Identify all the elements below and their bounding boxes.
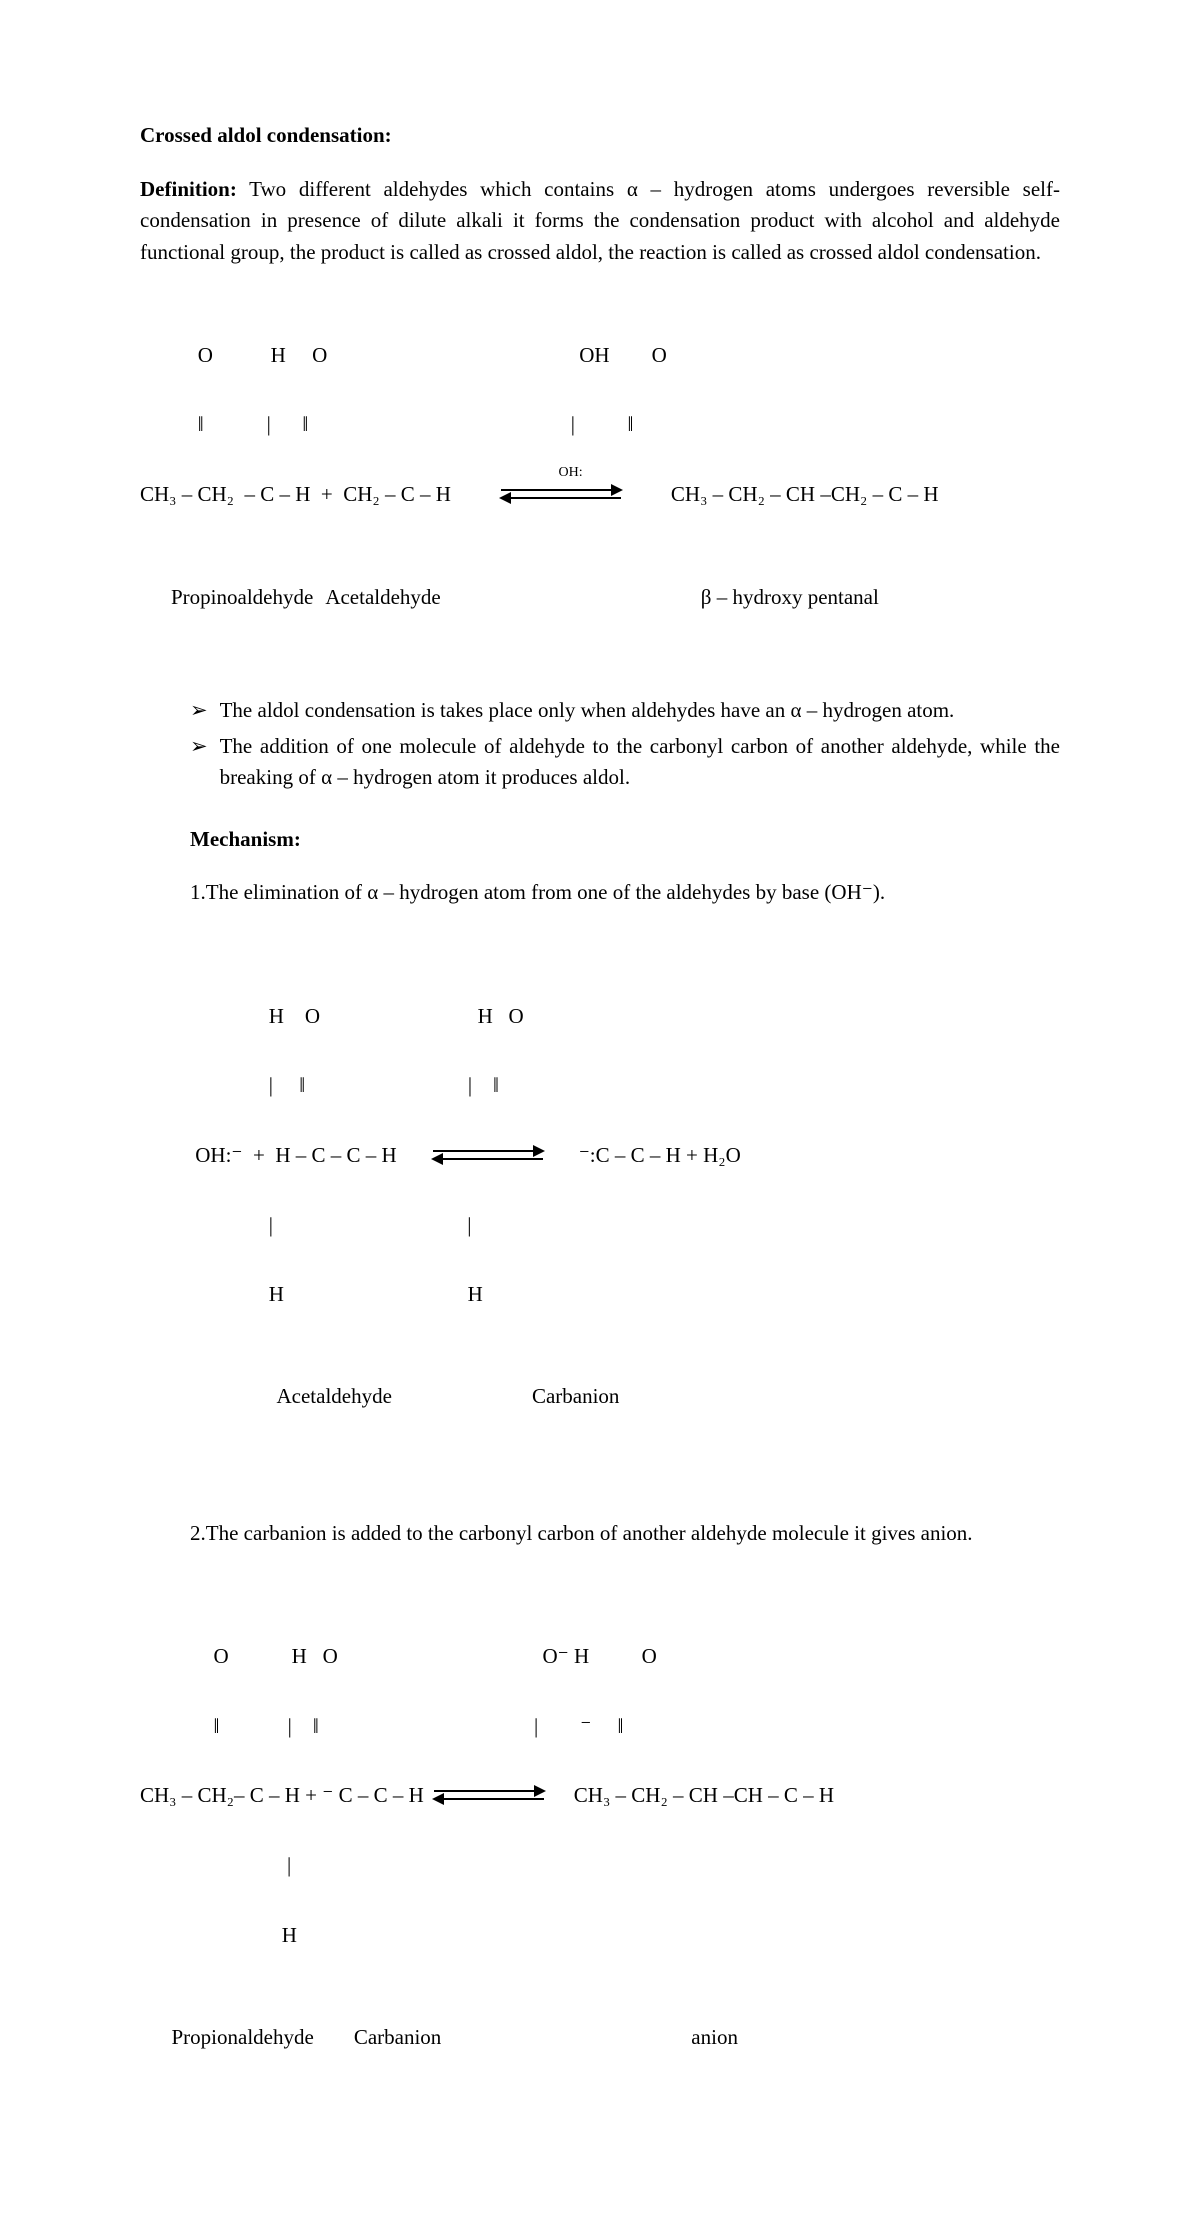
equilibrium-arrow-icon [433,1144,543,1168]
r1-labels: Propinoaldehyde Acetaldehyde β – hydroxy p… [140,563,1060,632]
r1-label1: Propinoaldehyde [171,585,313,609]
m1-eq: OH:⁻ + H – C – C – H ⁻:C – C – H + H₂O [190,1144,1060,1168]
m1-below: | | [190,1214,1060,1237]
r1-left: CH₃ – CH₂ – C – H + CH₂ – C – H [140,483,451,506]
list-item: ➢ The addition of one molecule of aldehy… [190,731,1060,794]
r1-bonds: ǁ | ǁ | ǁ [140,413,1060,436]
definition-para: Definition: Two different aldehydes whic… [140,174,1060,269]
equilibrium-arrow-icon: OH: [501,483,621,507]
r1-right: CH₃ – CH₂ – CH –CH₂ – C – H [671,483,939,506]
list-item: ➢ The aldol condensation is takes place … [190,695,1060,727]
bullet-text: The addition of one molecule of aldehyde… [220,731,1060,794]
m1-label2: Carbanion [532,1384,619,1408]
mechanism-1: H O H O | ǁ | ǁ OH:⁻ + H – C – C – H ⁻:C… [190,959,1060,1478]
mechanism-2: O H O O⁻ H O ǁ | ǁ | ⁻ ǁ CH₃ – CH₂– C – … [140,1599,1060,2118]
bullet-list: ➢ The aldol condensation is takes place … [190,695,1060,794]
equilibrium-arrow-icon [434,1784,544,1808]
r1-top: O H O OH O [140,344,1060,367]
reaction-1: O H O OH O ǁ | ǁ | ǁ CH₃ – CH₂ – C – [140,298,1060,655]
m2-eq: CH₃ – CH₂– C – H + ⁻ C – C – H CH₃ – CH₂… [140,1784,1060,1808]
m2-right: CH₃ – CH₂ – CH –CH – C – H [574,1784,834,1807]
definition-text: Two different aldehydes which contains α… [140,177,1060,264]
m1-bottom: H H [190,1283,1060,1306]
r1-eq: CH₃ – CH₂ – C – H + CH₂ – C – H OH: CH₃ … [140,483,1060,507]
triangle-bullet-icon: ➢ [190,731,208,794]
definition-label: Definition: [140,177,237,201]
m2-top: O H O O⁻ H O [140,1645,1060,1668]
mechanism-section: Mechanism: 1.The elimination of α – hydr… [190,824,1060,2118]
arrow-label: OH: [559,465,583,480]
r1-label3: β – hydroxy pentanal [701,585,879,609]
m1-labels: Acetaldehyde Carbanion [190,1362,1060,1431]
page-title: Crossed aldol condensation: [140,120,1060,152]
m2-labels: Propionaldehyde Carbanion anion [140,2003,1060,2072]
m2-label1: Propionaldehyde [172,2025,314,2049]
bullet-text: The aldol condensation is takes place on… [220,695,955,727]
m1-bonds: | ǁ | ǁ [190,1074,1060,1097]
r1-label2: Acetaldehyde [325,585,440,609]
step1-text: 1.The elimination of α – hydrogen atom f… [190,877,1060,909]
m1-label1: Acetaldehyde [277,1384,392,1408]
mechanism-heading: Mechanism: [190,824,1060,856]
m2-label2: Carbanion [354,2025,441,2049]
m2-label3: anion [691,2025,738,2049]
m1-left: OH:⁻ + H – C – C – H [190,1144,397,1167]
m2-left: CH₃ – CH₂– C – H + ⁻ C – C – H [140,1784,424,1807]
m1-top: H O H O [190,1005,1060,1028]
triangle-bullet-icon: ➢ [190,695,208,727]
step2-text: 2.The carbanion is added to the carbonyl… [190,1518,1060,1550]
m2-bottom: H [140,1924,1060,1947]
m1-right: ⁻:C – C – H + H₂O [579,1144,741,1167]
m2-below: | [140,1854,1060,1877]
m2-bonds: ǁ | ǁ | ⁻ ǁ [140,1715,1060,1738]
